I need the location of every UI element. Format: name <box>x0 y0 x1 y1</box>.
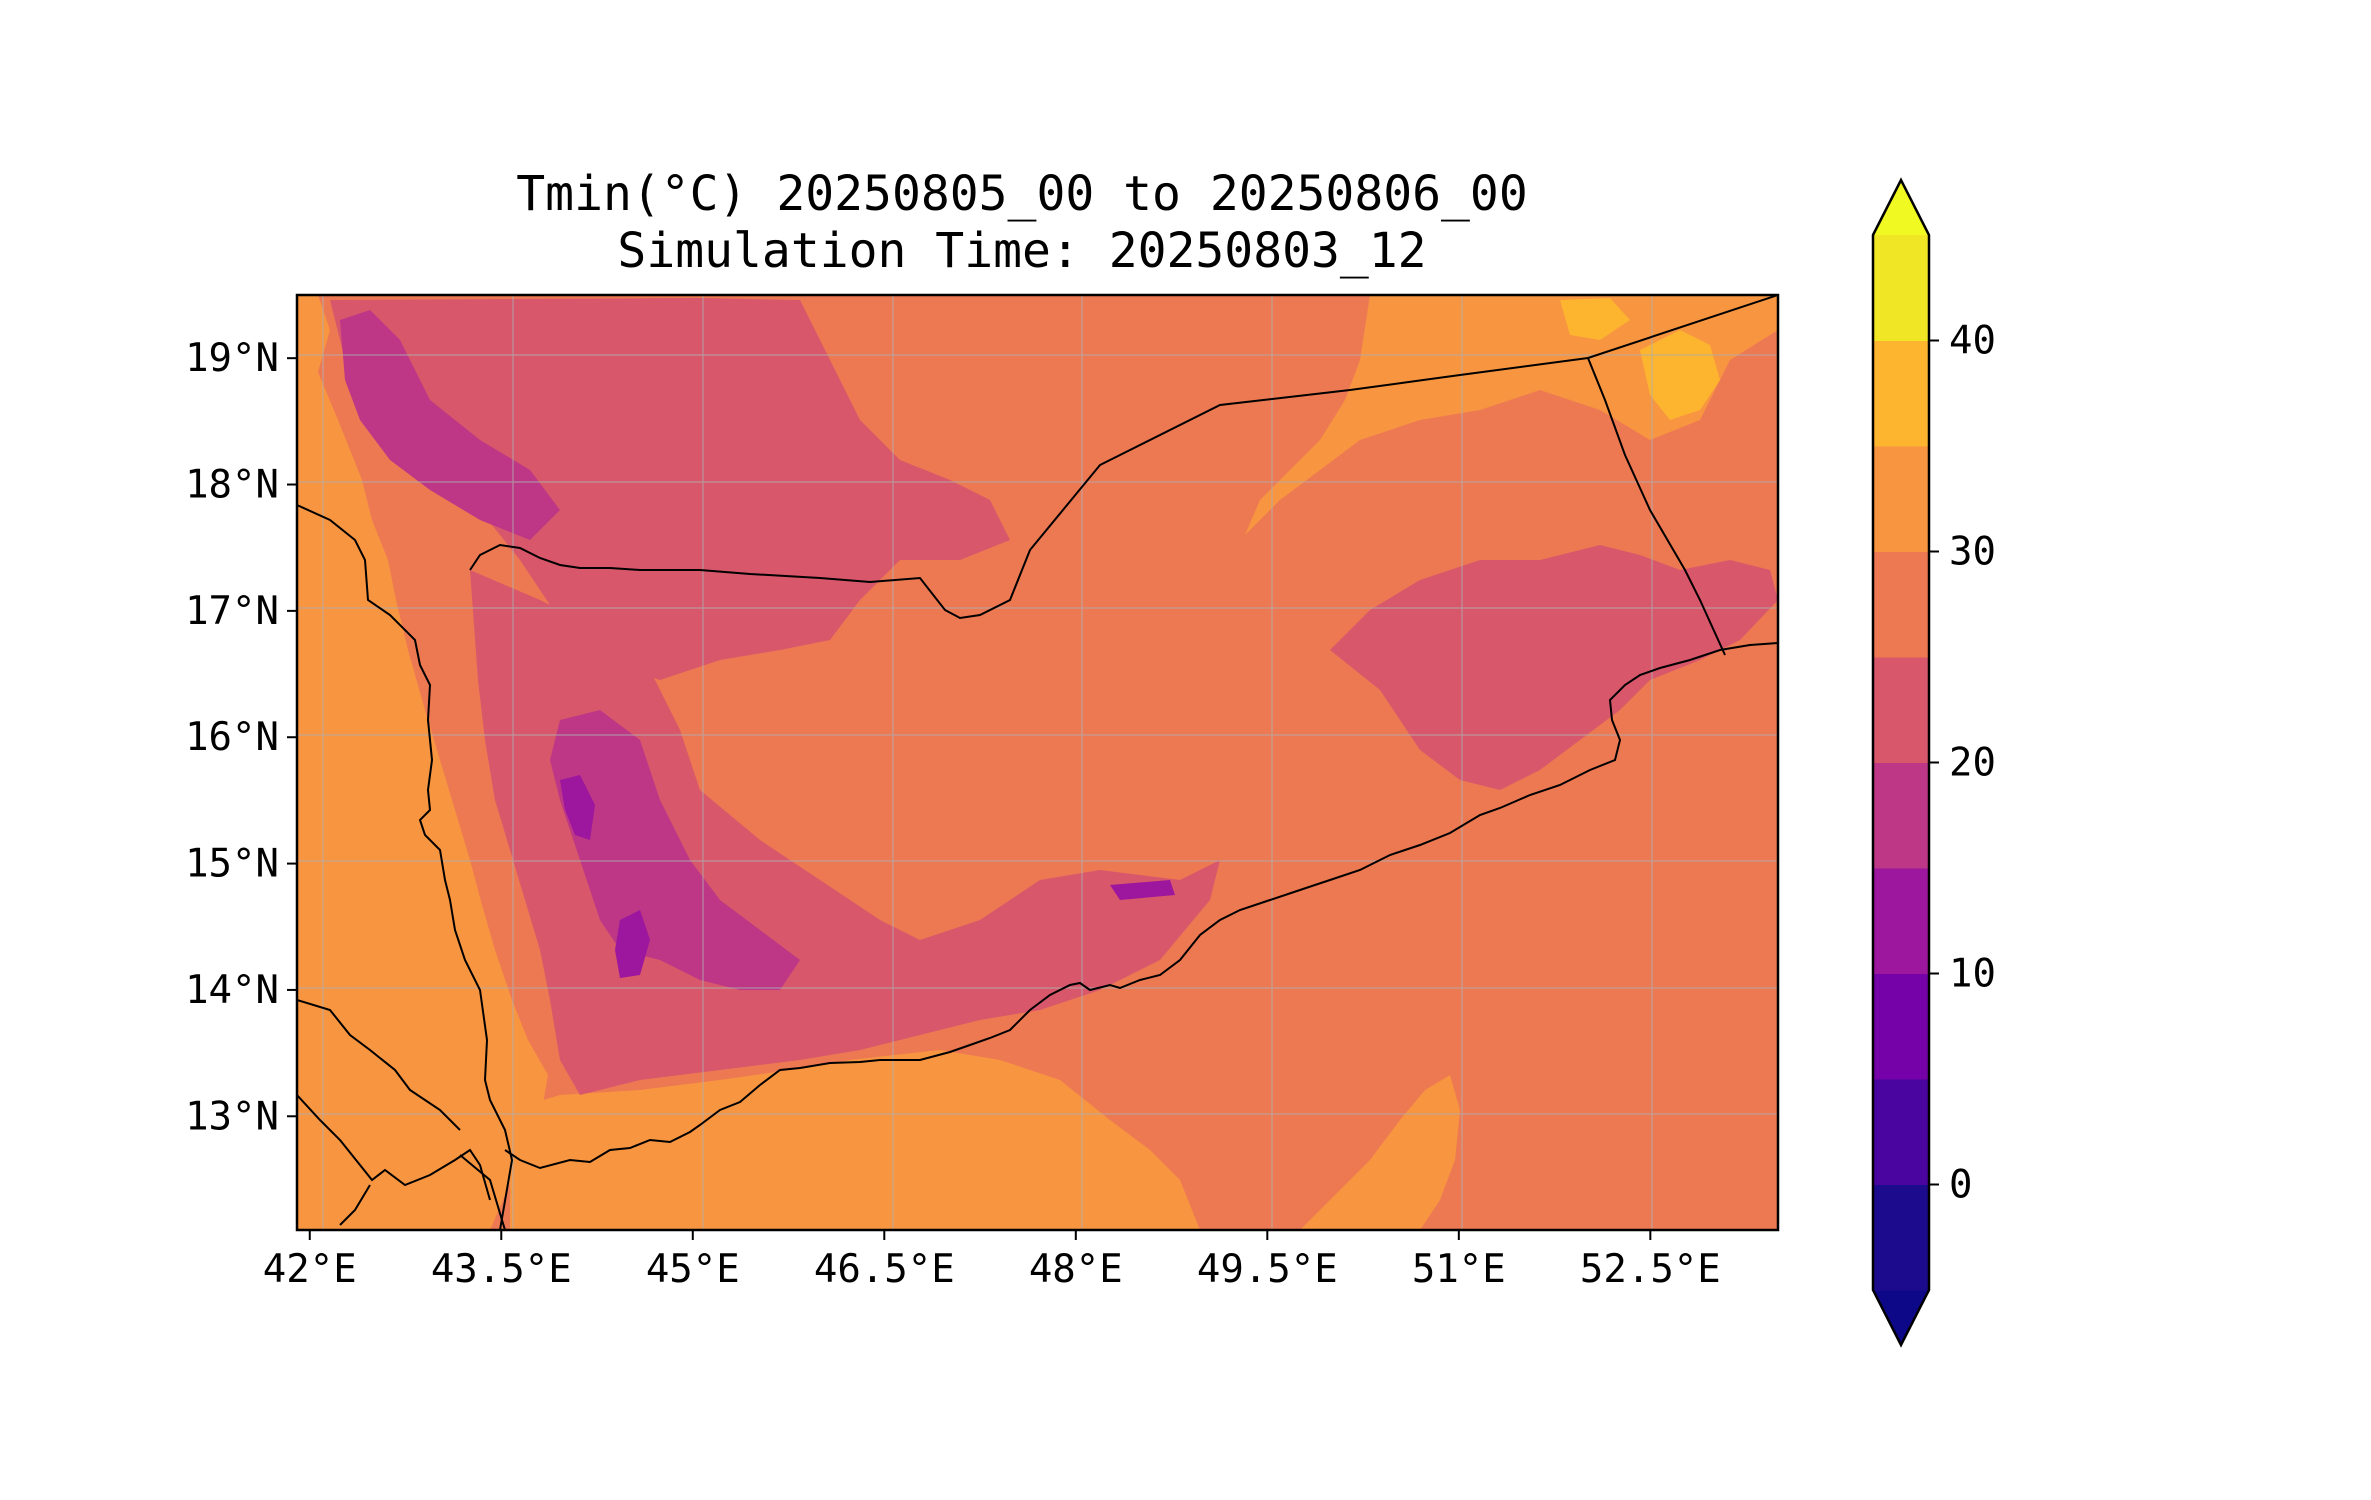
lon-tick-label: 42°E <box>263 1247 357 1292</box>
border-saudi-yemen <box>699 295 1778 620</box>
colorbar-band <box>1873 973 1929 1080</box>
field-warm-redsea <box>297 295 548 1230</box>
field-hot-patch-2 <box>1560 298 1630 340</box>
field-cool-east <box>1330 545 1778 790</box>
field-coldest-1 <box>560 775 595 840</box>
colorbar-band <box>1873 657 1929 763</box>
field-cool-north <box>330 298 1010 680</box>
lon-tick-label: 45°E <box>646 1247 740 1292</box>
lon-tick-label: 49.5°E <box>1197 1247 1338 1292</box>
field-warm-gulf <box>510 1050 1200 1230</box>
map-frame <box>295 293 1780 1232</box>
colorbar-extend-max <box>1873 180 1929 235</box>
border-yemen-oman <box>1587 357 1726 656</box>
lon-tick-label: 48°E <box>1029 1247 1123 1292</box>
colorbar-band <box>1873 551 1929 658</box>
colorbar-outline <box>1871 177 1931 1348</box>
colorbar-band <box>1873 1079 1929 1185</box>
lon-tick-label: 51°E <box>1412 1247 1506 1292</box>
colorbar-band <box>1873 340 1929 447</box>
colorbar-tick-label: 10 <box>1949 952 1996 997</box>
colorbar-tick-label: 40 <box>1949 319 1996 364</box>
lat-tick-label: 16°N <box>185 715 279 760</box>
field-coldest-3 <box>1110 880 1175 900</box>
colorbar-ticks: 0 10 20 30 40 <box>1929 319 1996 1208</box>
lat-tick-label: 18°N <box>185 463 279 508</box>
field-cold-core <box>550 710 800 990</box>
coast-african <box>297 504 514 1230</box>
coast-djibouti <box>297 1094 491 1201</box>
longitude-axis: 42°E 43.5°E 45°E 46.5°E 48°E 49.5°E 51°E 52.5°E <box>263 1230 1721 1292</box>
coast-yemen-west <box>469 543 700 571</box>
colorbar-extend-min <box>1873 1290 1929 1345</box>
gridlines <box>297 295 1778 1230</box>
colorbar-tick-label: 30 <box>1949 530 1996 575</box>
coast-arabian-west <box>297 999 461 1131</box>
lat-tick-label: 19°N <box>185 336 279 381</box>
lat-tick-label: 13°N <box>185 1094 279 1139</box>
lon-tick-label: 46.5°E <box>814 1247 955 1292</box>
title-line-1: Tmin(°C) 20250805_00 to 20250806_00 <box>516 166 1527 222</box>
field-hot-patch-1 <box>1640 330 1720 420</box>
lat-tick-label: 14°N <box>185 968 279 1013</box>
lat-tick-label: 17°N <box>185 589 279 634</box>
colorbar-band <box>1873 235 1929 341</box>
colorbar-band <box>1873 1184 1929 1291</box>
title-line-2: Simulation Time: 20250803_12 <box>617 223 1426 279</box>
colorbar-band <box>1873 868 1929 974</box>
colorbar-band <box>1873 762 1929 869</box>
colorbar-band <box>1873 446 1929 552</box>
latitude-axis: 19°N 18°N 17°N 16°N 15°N 14°N 13°N <box>185 336 297 1139</box>
lat-tick-label: 15°N <box>185 842 279 887</box>
colorbar-tick-label: 20 <box>1949 741 1996 786</box>
border-eritrea-djibouti <box>339 1184 371 1226</box>
colorbar <box>1871 177 1931 1348</box>
coast-yemen-south <box>504 642 1778 1170</box>
colorbar-tick-label: 0 <box>1949 1163 1972 1208</box>
lon-tick-label: 52.5°E <box>1580 1247 1721 1292</box>
coastlines <box>297 295 1778 1230</box>
field-coldest-2 <box>615 910 650 978</box>
border-djibouti-ethiopia <box>459 1154 506 1230</box>
lon-tick-label: 43.5°E <box>431 1247 572 1292</box>
map-panel <box>297 295 1778 1230</box>
field-cool-west <box>470 570 1220 1095</box>
